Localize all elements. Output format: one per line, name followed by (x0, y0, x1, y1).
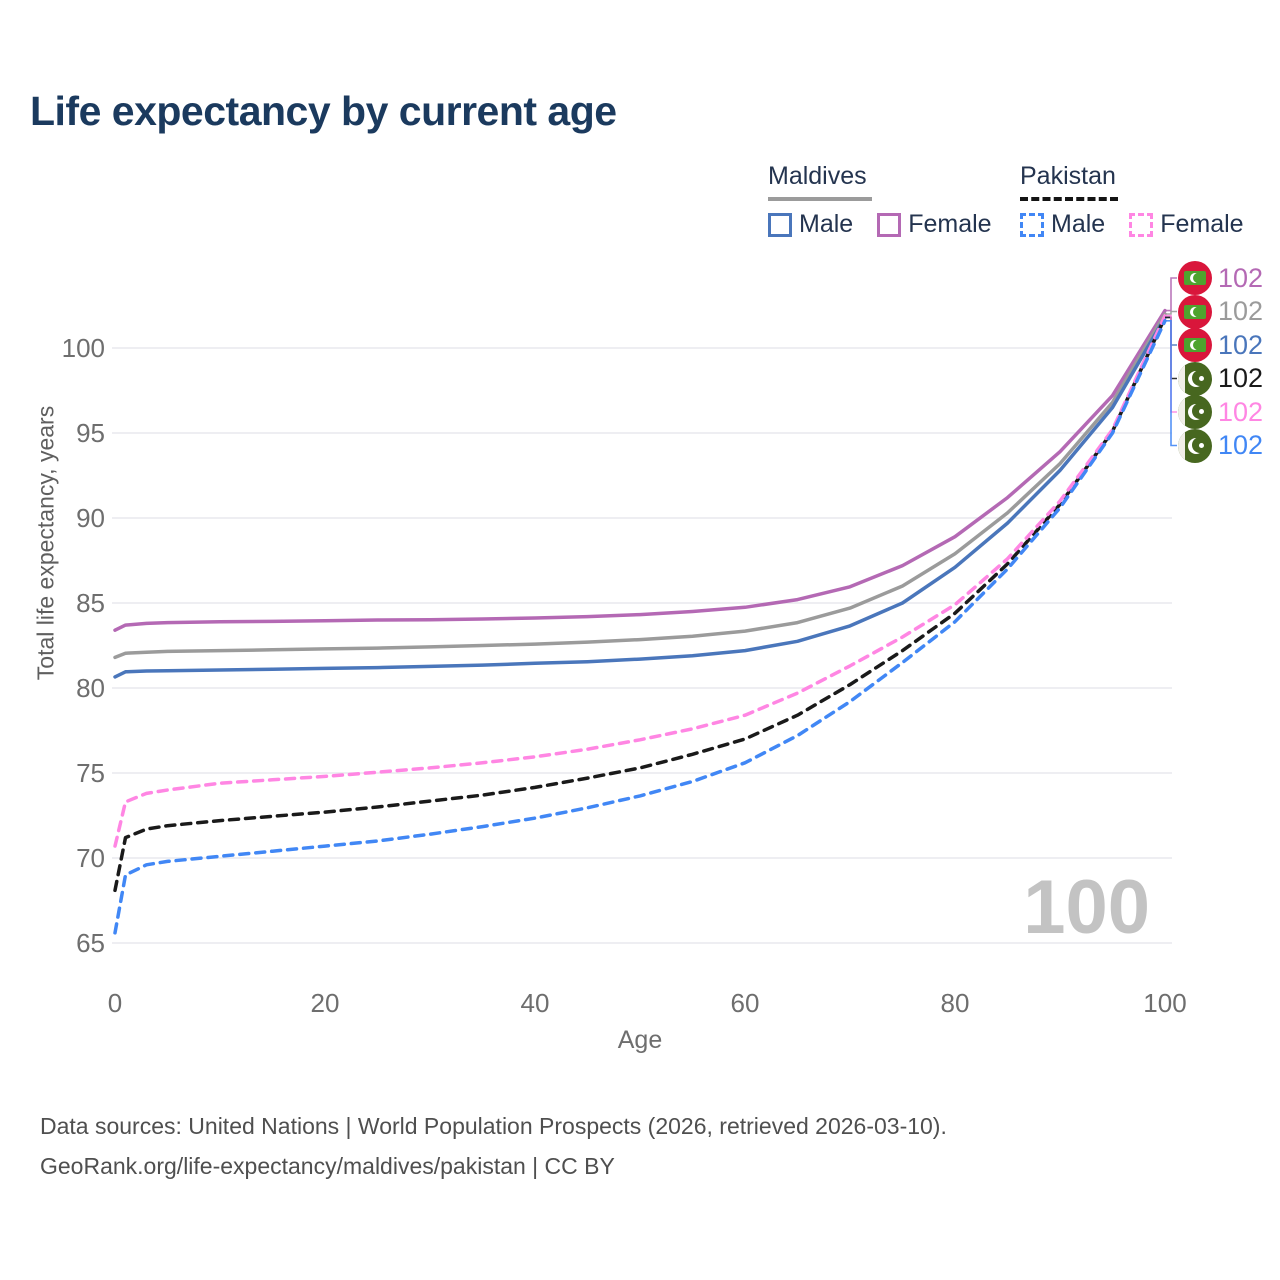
y-tick-label: 65 (76, 928, 105, 958)
pakistan-flag-icon (1178, 395, 1212, 429)
legend-label-maldives-male: Male (799, 210, 854, 238)
watermark: 100 (1023, 865, 1150, 950)
series-line-pakistan-both-sexes[interactable] (113, 315, 1167, 893)
end-label-maldives-female[interactable]: 102 (1178, 261, 1263, 295)
end-label-maldives-male[interactable]: 102 (1178, 328, 1263, 362)
maldives-line-style-icon (768, 197, 872, 201)
legend-item-pakistan-male[interactable]: Male (1020, 210, 1105, 239)
maldives-flag-icon (1178, 328, 1212, 362)
x-axis-title: Age (617, 1026, 663, 1054)
end-label-value: 102 (1218, 396, 1264, 427)
pakistan-female-swatch-icon (1129, 212, 1154, 237)
series-line-maldives-female[interactable] (113, 308, 1167, 632)
y-tick-label: 90 (76, 503, 105, 533)
pakistan-flag-icon (1178, 428, 1212, 463)
end-label-leader (1165, 277, 1177, 312)
end-label-value: 102 (1218, 262, 1264, 293)
end-label-leader (1165, 310, 1177, 315)
y-tick-label: 70 (76, 843, 105, 873)
maldives-flag-icon (1178, 261, 1212, 295)
legend-items-pakistan: Male Female (1020, 210, 1244, 239)
series-line-maldives-both-sexes[interactable] (113, 312, 1167, 660)
end-label-pakistan-female[interactable]: 102 (1178, 395, 1263, 429)
y-axis-title: Total life expectancy, years (32, 405, 59, 681)
maldives-flag-icon (1178, 294, 1212, 329)
end-label-value: 102 (1218, 430, 1264, 460)
end-label-pakistan-both-sexes[interactable]: 102 (1178, 361, 1264, 396)
x-tick-label: 100 (1143, 988, 1186, 1018)
maldives-female-swatch-icon (877, 212, 902, 237)
end-label-maldives-both-sexes[interactable]: 102 (1178, 294, 1264, 329)
series-line-maldives-male[interactable] (113, 315, 1167, 679)
legend-label-maldives-female: Female (908, 210, 992, 238)
y-tick-label: 85 (76, 588, 105, 618)
end-label-value: 102 (1218, 329, 1264, 360)
legend-label-pakistan-male: Male (1051, 210, 1106, 238)
legend-group-maldives: Maldives Male Female (768, 162, 992, 239)
legend-country-pakistan[interactable]: Pakistan (1020, 162, 1116, 190)
series-line-pakistan-female[interactable] (113, 313, 1167, 848)
legend-label-pakistan-female: Female (1160, 210, 1244, 238)
y-tick-label: 95 (76, 418, 105, 448)
chart-footer: Data sources: United Nations | World Pop… (40, 1106, 947, 1186)
y-tick-label: 80 (76, 673, 105, 703)
x-tick-label: 0 (108, 988, 122, 1018)
legend-items-maldives: Male Female (768, 210, 992, 239)
attribution-text: GeoRank.org/life-expectancy/maldives/pak… (40, 1153, 615, 1179)
legend-group-pakistan: Pakistan Male Female (1020, 162, 1244, 239)
y-tick-label: 75 (76, 758, 105, 788)
end-label-value: 102 (1218, 296, 1264, 326)
x-tick-label: 80 (941, 988, 970, 1018)
pakistan-flag-icon (1178, 361, 1212, 396)
data-sources-text: Data sources: United Nations | World Pop… (40, 1113, 947, 1139)
end-label-pakistan-male[interactable]: 102 (1178, 428, 1264, 463)
end-label-leader (1165, 320, 1177, 447)
legend-item-pakistan-female[interactable]: Female (1129, 210, 1244, 239)
end-label-value: 102 (1218, 363, 1264, 393)
y-tick-label: 100 (62, 333, 105, 363)
page-title: Life expectancy by current age (30, 88, 617, 134)
x-tick-label: 60 (731, 988, 760, 1018)
series-line-pakistan-male[interactable] (113, 319, 1167, 935)
x-tick-label: 20 (311, 988, 340, 1018)
x-tick-label: 40 (521, 988, 550, 1018)
pakistan-male-swatch-icon (1020, 212, 1044, 237)
maldives-male-swatch-icon (768, 212, 792, 237)
legend-item-maldives-male[interactable]: Male (768, 210, 853, 239)
legend-country-maldives[interactable]: Maldives (768, 162, 867, 190)
legend-item-maldives-female[interactable]: Female (877, 210, 992, 239)
pakistan-line-style-icon (1020, 197, 1118, 201)
